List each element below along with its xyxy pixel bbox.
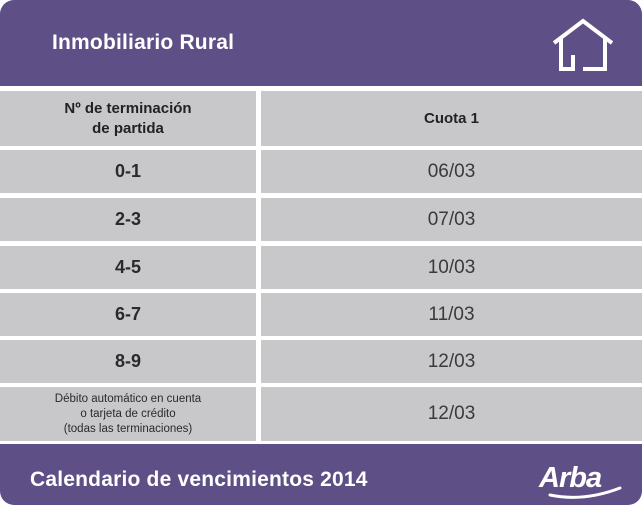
table-row-cuota: 12/03 — [261, 340, 642, 383]
house-icon — [552, 18, 614, 71]
table-row-terminacion-note: Débito automático en cuenta o tarjeta de… — [0, 387, 256, 441]
table-row-cuota: 07/03 — [261, 198, 642, 241]
table-row-cuota: 12/03 — [261, 387, 642, 441]
column-header-label: Cuota 1 — [423, 109, 479, 127]
table-row-terminacion: 8-9 — [0, 340, 256, 383]
table-row-terminacion: 2-3 — [0, 198, 256, 241]
column-header-cuota: Cuota 1 — [261, 91, 642, 146]
column-header-terminacion: Nº de terminación de partida — [0, 91, 256, 146]
table-row-cuota: 10/03 — [261, 246, 642, 289]
table-row-terminacion: 6-7 — [0, 293, 256, 336]
arba-logo: Arba — [539, 462, 602, 494]
table-row-terminacion: 4-5 — [0, 246, 256, 289]
header-title: Inmobiliario Rural — [52, 31, 235, 54]
table-row-terminacion: 0-1 — [0, 150, 256, 193]
column-header-label: Nº de terminación de partida — [64, 99, 192, 137]
footer-title: Calendario de vencimientos 2014 — [30, 468, 368, 491]
logo-swoosh-icon — [548, 486, 622, 499]
due-dates-table: Nº de terminación de partida Cuota 1 0-1… — [0, 86, 642, 444]
table-row-cuota: 06/03 — [261, 150, 642, 193]
table-row-cuota: 11/03 — [261, 293, 642, 336]
